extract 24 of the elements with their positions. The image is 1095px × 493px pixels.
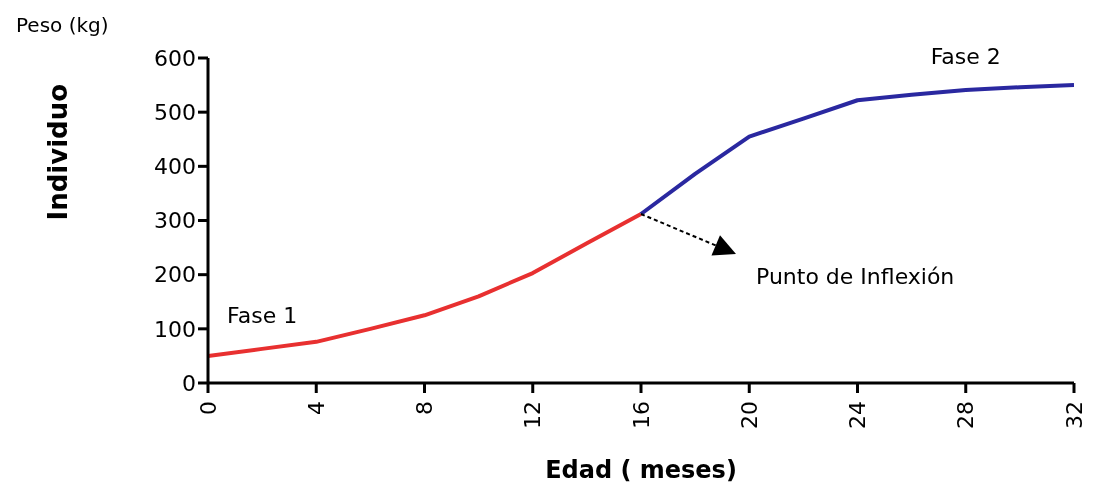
- x-tick-label: 24: [845, 401, 870, 429]
- y-tick-label: 0: [182, 370, 196, 396]
- y-tick-label: 600: [154, 45, 196, 71]
- x-axis-title: Edad ( meses): [545, 456, 737, 484]
- x-tick-label: 20: [736, 401, 762, 429]
- y-tick-label: 100: [154, 316, 196, 342]
- x-tick-label: 0: [195, 401, 221, 415]
- line-series: [639, 83, 1074, 216]
- x-tick-label: 8: [412, 401, 437, 415]
- series-label: Fase 2: [930, 43, 1001, 69]
- x-tick-label: 4: [303, 401, 329, 415]
- y-tick-label: 500: [154, 99, 196, 125]
- line-series: [208, 212, 643, 358]
- annotation: Punto de Inflexión: [756, 264, 955, 289]
- y-axis-title: Individuo: [43, 83, 74, 221]
- x-tick-label: 12: [520, 401, 546, 429]
- text: Peso (kg): [16, 13, 109, 37]
- x-tick-label: 32: [1061, 401, 1087, 429]
- x-tick-label: 28: [953, 401, 979, 429]
- y-tick-label: 400: [154, 154, 196, 180]
- y-tick-label: 300: [154, 208, 196, 234]
- x-tick-label: 16: [628, 401, 654, 429]
- y-tick-label: 200: [154, 262, 196, 288]
- series-label: Fase 1: [227, 302, 298, 328]
